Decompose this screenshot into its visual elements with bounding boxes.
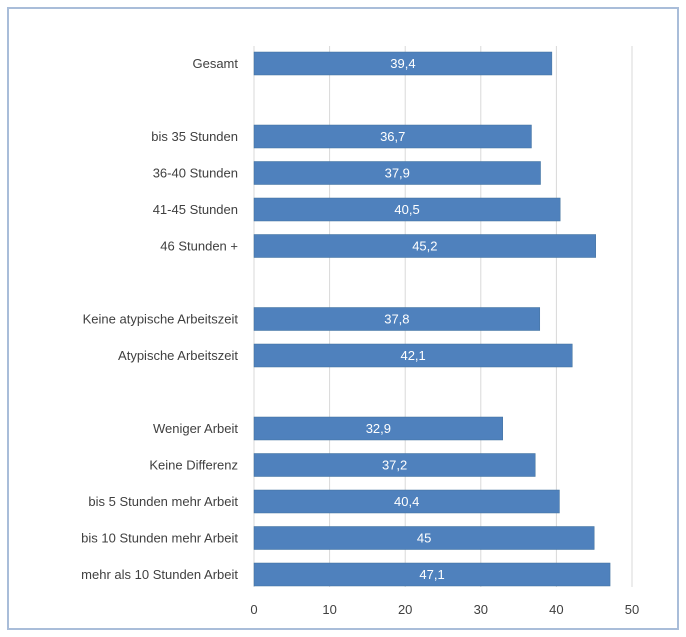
bar-value-label: 37,2 bbox=[382, 458, 407, 473]
category-label: 46 Stunden + bbox=[160, 239, 238, 254]
chart-frame: Gesamt bis 35 Stunden 36-40 Stunden 41-45 S… bbox=[7, 7, 679, 630]
category-label: Keine atypische Arbeitszeit bbox=[83, 312, 239, 327]
x-tick-label: 40 bbox=[549, 602, 563, 617]
bar-value-label: 32,9 bbox=[366, 421, 391, 436]
bar bbox=[253, 416, 503, 441]
category-label: bis 35 Stunden bbox=[151, 129, 238, 144]
x-tick-label: 0 bbox=[250, 602, 257, 617]
category-label: mehr als 10 Stunden Arbeit bbox=[81, 567, 238, 582]
category-label: Gesamt bbox=[192, 56, 238, 71]
bar-value-label: 40,5 bbox=[394, 202, 419, 217]
bar bbox=[253, 51, 553, 76]
bar-value-label: 45 bbox=[417, 531, 431, 546]
bar-value-label: 39,4 bbox=[390, 56, 415, 71]
bar-value-label: 40,4 bbox=[394, 494, 419, 509]
bar bbox=[253, 453, 536, 477]
bar bbox=[253, 489, 560, 514]
category-labels: Gesamt bis 35 Stunden 36-40 Stunden 41-45 S… bbox=[81, 56, 238, 582]
category-label: Weniger Arbeit bbox=[153, 421, 238, 436]
bar bbox=[253, 307, 541, 331]
category-label: 36-40 Stunden bbox=[153, 166, 238, 181]
bar bbox=[253, 124, 532, 149]
value-labels: 39,4 36,7 37,9 40,5 45,2 37,8 42,1 32,9 37,2 40,4… bbox=[366, 56, 445, 582]
bar-value-label: 47,1 bbox=[419, 567, 444, 582]
bar-chart: Gesamt bis 35 Stunden 36-40 Stunden 41-45 S… bbox=[81, 46, 639, 617]
category-label: 41-45 Stunden bbox=[153, 202, 238, 217]
x-axis-tick-labels: 0 10 20 30 40 50 bbox=[250, 602, 639, 617]
bar-value-label: 36,7 bbox=[380, 129, 405, 144]
category-label: bis 10 Stunden mehr Arbeit bbox=[81, 531, 238, 546]
x-tick-label: 20 bbox=[398, 602, 412, 617]
category-label: bis 5 Stunden mehr Arbeit bbox=[88, 494, 238, 509]
bar bbox=[253, 343, 573, 368]
bar bbox=[253, 234, 596, 258]
bar bbox=[253, 526, 595, 550]
bar-value-label: 42,1 bbox=[400, 348, 425, 363]
category-label: Keine Differenz bbox=[149, 458, 238, 473]
bars bbox=[253, 51, 611, 587]
bar bbox=[253, 197, 561, 222]
bar bbox=[253, 161, 541, 185]
category-label: Atypische Arbeitszeit bbox=[118, 348, 238, 363]
bar-value-label: 37,9 bbox=[385, 166, 410, 181]
x-tick-label: 50 bbox=[625, 602, 639, 617]
x-tick-label: 10 bbox=[322, 602, 336, 617]
x-tick-label: 30 bbox=[474, 602, 488, 617]
bar bbox=[253, 562, 611, 587]
bar-value-label: 45,2 bbox=[412, 239, 437, 254]
bar-value-label: 37,8 bbox=[384, 312, 409, 327]
